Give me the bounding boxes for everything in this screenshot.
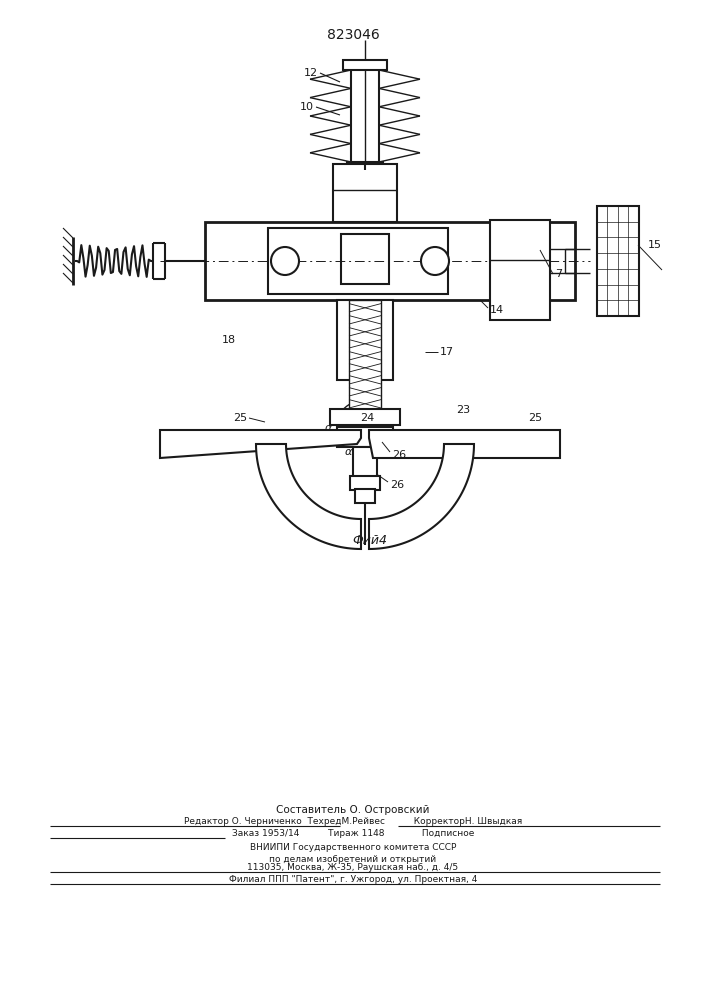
Bar	[341, 234, 389, 284]
Bar	[343, 60, 387, 70]
Text: 7: 7	[555, 269, 562, 279]
Text: 18: 18	[222, 335, 236, 345]
Text: по делам изобретений и открытий: по делам изобретений и открытий	[269, 856, 436, 864]
Text: 113035, Москва, Ж-35, Раушская наб., д. 4/5: 113035, Москва, Ж-35, Раушская наб., д. …	[247, 863, 459, 872]
Text: 24: 24	[360, 413, 374, 423]
Bar	[330, 409, 400, 425]
Bar	[353, 447, 377, 480]
Text: 823046: 823046	[327, 28, 380, 42]
Text: α: α	[325, 423, 332, 433]
Polygon shape	[369, 430, 560, 458]
Bar	[350, 476, 380, 490]
Bar	[355, 489, 375, 503]
Text: 25: 25	[233, 413, 247, 423]
Bar	[205, 222, 575, 300]
Bar	[337, 427, 393, 447]
Text: 17: 17	[440, 347, 454, 357]
Text: 15: 15	[648, 240, 662, 250]
Bar	[347, 162, 383, 170]
Bar	[490, 220, 550, 320]
Bar	[268, 228, 448, 294]
Text: 25: 25	[528, 413, 542, 423]
Bar	[333, 164, 397, 222]
Text: Фий4: Фий4	[353, 534, 387, 546]
Text: Составитель О. Островский: Составитель О. Островский	[276, 805, 430, 815]
Polygon shape	[160, 430, 361, 458]
Text: 14: 14	[490, 305, 504, 315]
Text: 23: 23	[456, 405, 470, 415]
Text: 26: 26	[392, 450, 406, 460]
Text: 10: 10	[300, 102, 314, 112]
Polygon shape	[369, 444, 474, 549]
Text: 12: 12	[304, 68, 318, 78]
Circle shape	[271, 247, 299, 275]
Text: Филиал ППП "Патент", г. Ужгород, ул. Проектная, 4: Филиал ППП "Патент", г. Ужгород, ул. Про…	[229, 876, 477, 884]
Text: 26: 26	[390, 480, 404, 490]
Bar	[349, 300, 381, 420]
Bar	[337, 300, 393, 380]
Text: ВНИИПИ Государственного комитета СССР: ВНИИПИ Государственного комитета СССР	[250, 844, 456, 852]
Text: Редактор О. Черниченко  ТехредМ.Рейвес          КорректорН. Швыдкая: Редактор О. Черниченко ТехредМ.Рейвес Ко…	[184, 818, 522, 826]
Text: Заказ 1953/14          Тираж 1148             Подписное: Заказ 1953/14 Тираж 1148 Подписное	[232, 830, 474, 838]
Circle shape	[421, 247, 449, 275]
Bar	[597, 206, 639, 316]
Polygon shape	[256, 444, 361, 549]
Text: α: α	[344, 447, 351, 457]
